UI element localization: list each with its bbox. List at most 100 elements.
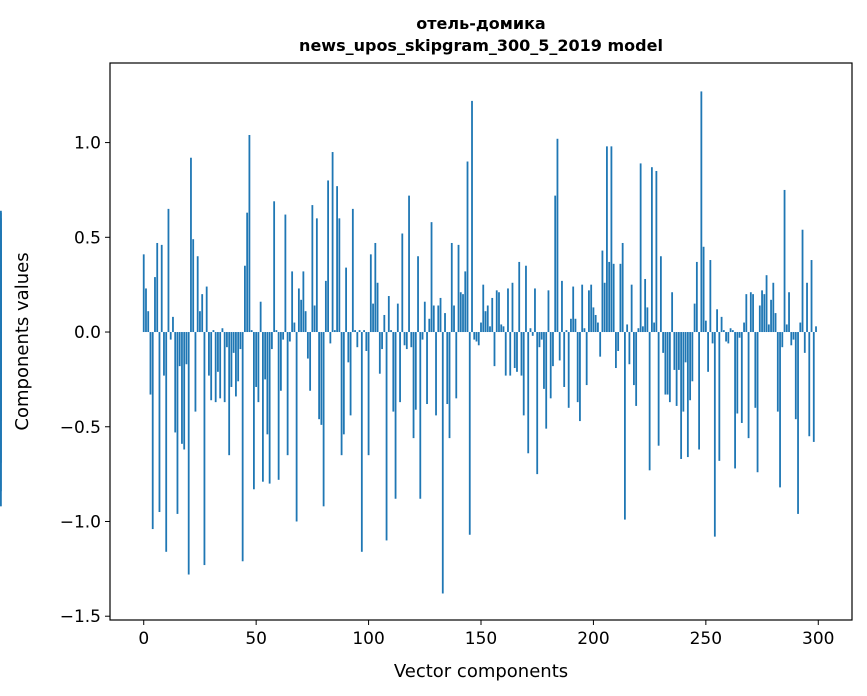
bar	[154, 277, 156, 333]
bar	[502, 326, 505, 333]
bar	[457, 244, 460, 333]
bar	[779, 332, 781, 488]
bar	[392, 332, 395, 412]
bar	[756, 332, 759, 473]
bar	[702, 246, 705, 333]
bar	[774, 313, 777, 333]
bar	[522, 332, 525, 416]
bar	[673, 332, 676, 370]
bar	[767, 324, 770, 333]
bar	[758, 305, 761, 333]
bar	[466, 161, 469, 333]
bar	[794, 332, 797, 420]
bar	[275, 330, 278, 333]
bar	[239, 332, 242, 350]
bar	[426, 332, 428, 405]
bar	[588, 290, 590, 333]
bar	[160, 244, 163, 333]
bar	[608, 261, 611, 333]
bar	[253, 332, 255, 490]
bar	[700, 91, 703, 333]
bar	[266, 332, 269, 435]
bar	[405, 332, 408, 350]
bar	[259, 301, 262, 333]
bar	[174, 332, 177, 433]
y-tick-label: 0.5	[74, 228, 101, 248]
bar	[417, 256, 419, 333]
bar	[376, 282, 379, 333]
bar	[448, 332, 451, 439]
bar	[691, 332, 694, 382]
bar	[439, 297, 442, 333]
bar	[142, 254, 145, 333]
bar	[286, 332, 289, 456]
bar	[695, 261, 698, 333]
bar	[743, 322, 745, 333]
bar	[707, 332, 709, 372]
bar	[612, 263, 615, 333]
bar	[579, 332, 581, 422]
bar	[412, 332, 415, 439]
bar	[725, 332, 727, 342]
bar	[576, 332, 579, 403]
bar	[181, 332, 183, 444]
bar	[504, 332, 507, 376]
bar	[354, 330, 356, 333]
bar	[158, 332, 161, 513]
bar	[446, 332, 449, 405]
bar	[729, 328, 732, 333]
bar	[558, 332, 561, 361]
bar	[262, 332, 264, 482]
bar	[313, 305, 316, 333]
bar	[183, 332, 186, 450]
bar	[450, 242, 453, 333]
chart-title-line: news_upos_skipgram_300_5_2019 model	[299, 36, 663, 55]
bar	[536, 332, 539, 475]
bar	[365, 332, 368, 351]
x-tick-label: 150	[465, 629, 497, 649]
bar	[408, 195, 410, 333]
bar	[792, 332, 795, 340]
bar	[459, 292, 462, 333]
bar	[606, 146, 608, 333]
bar	[430, 222, 433, 333]
bar	[815, 326, 817, 333]
bar	[475, 332, 478, 342]
bar	[342, 332, 345, 435]
bar	[324, 280, 327, 333]
chart-title: отель-домика news_upos_skipgram_300_5_201…	[299, 14, 663, 55]
bar	[734, 332, 736, 469]
bar	[574, 318, 577, 333]
bar	[761, 290, 763, 333]
bar	[509, 332, 512, 376]
bar	[462, 294, 464, 333]
bar	[151, 332, 154, 530]
bar	[617, 332, 620, 351]
bar	[664, 332, 667, 395]
bar	[208, 332, 210, 376]
bar	[421, 332, 424, 340]
bar	[201, 294, 204, 333]
bar	[648, 332, 651, 471]
bar	[747, 332, 750, 439]
bar	[235, 332, 237, 397]
bar	[655, 170, 658, 333]
bar	[464, 271, 467, 333]
bar	[320, 332, 323, 425]
bar	[633, 332, 635, 386]
bar	[567, 332, 570, 408]
bar	[570, 318, 572, 333]
bar	[806, 282, 808, 333]
bar	[336, 186, 338, 333]
bar	[360, 332, 363, 552]
x-tick-label: 0	[138, 629, 149, 649]
bar	[349, 332, 352, 416]
bar	[698, 332, 700, 450]
bar	[752, 294, 754, 333]
bar	[374, 242, 377, 333]
bar	[309, 332, 312, 391]
x-axis-label: Vector components	[394, 661, 568, 682]
bar	[187, 332, 190, 575]
bar	[396, 303, 399, 333]
bar	[0, 292, 2, 333]
